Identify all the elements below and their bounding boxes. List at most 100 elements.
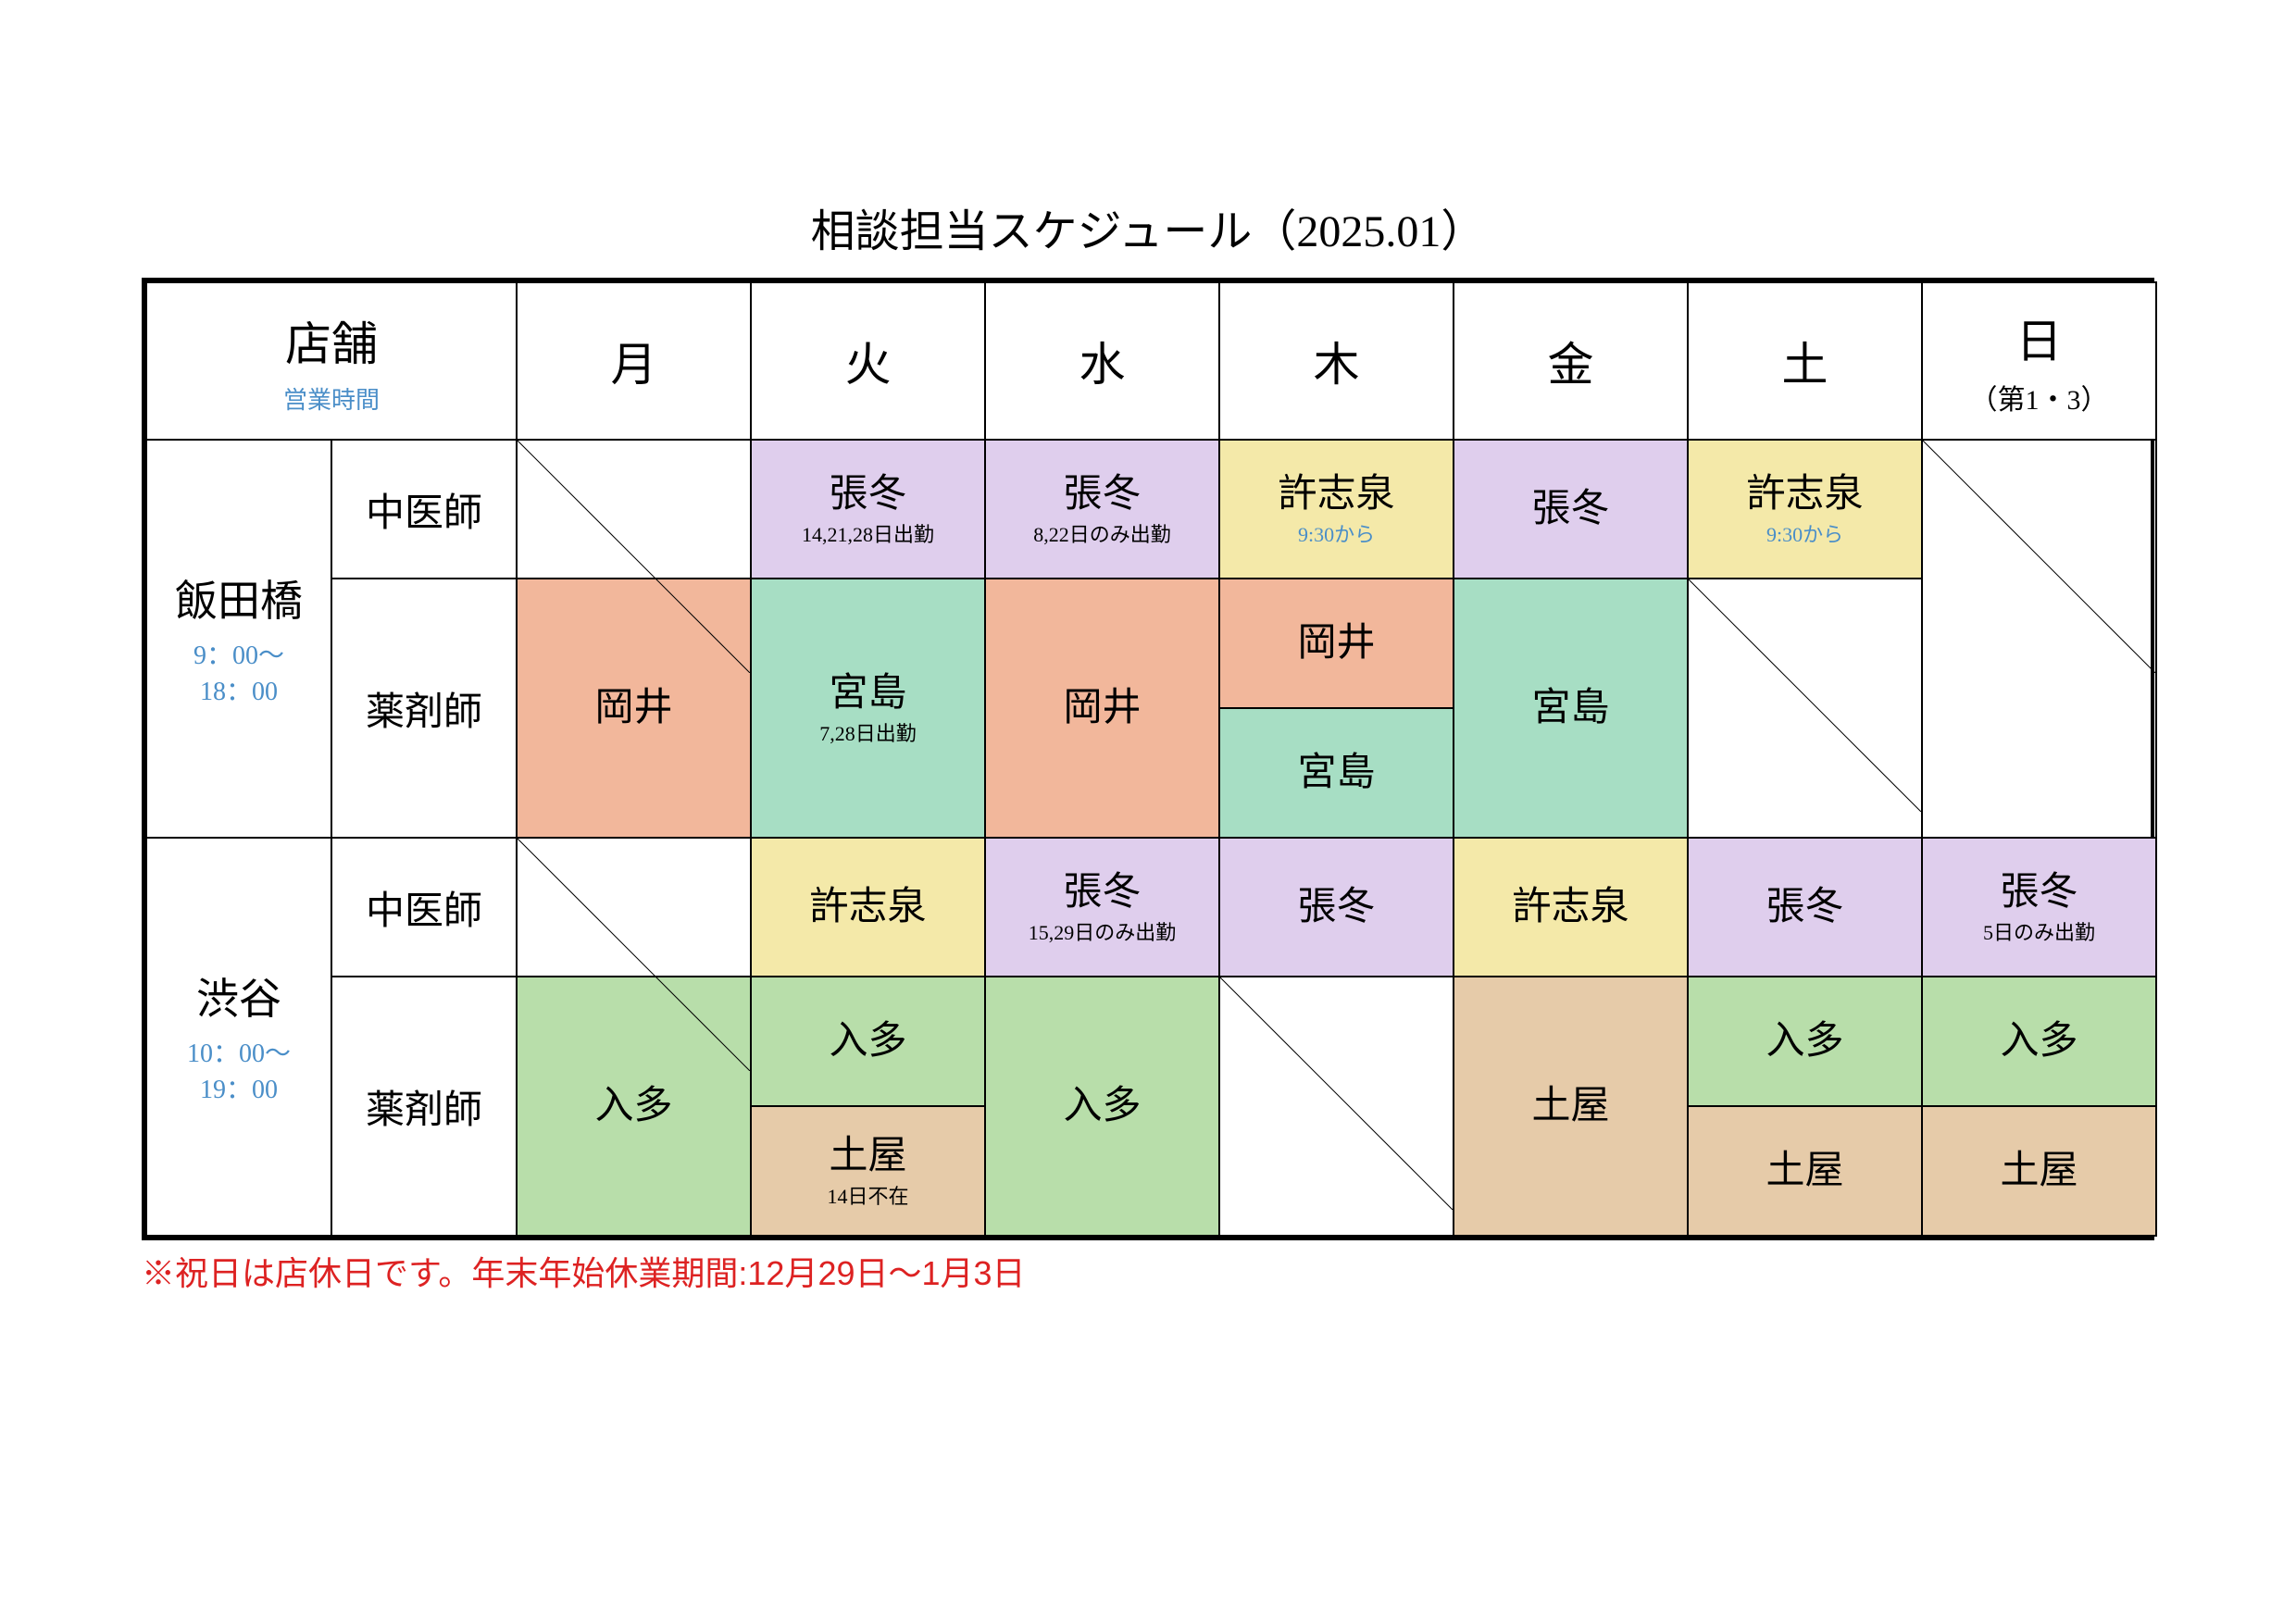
staff-name: 宮島 bbox=[830, 670, 907, 716]
staff-name: 岡井 bbox=[1064, 685, 1142, 731]
footnote: ※祝日は店休日です。年末年始休業期間:12月29日～1月3日 bbox=[142, 1247, 1026, 1295]
cell-iida-ph-mon: 岡井 bbox=[517, 579, 751, 838]
staff-note: 15,29日のみ出勤 bbox=[1029, 921, 1177, 945]
day-label: 月 bbox=[518, 328, 750, 394]
cell-shib-ph-mon: 入多 bbox=[517, 977, 751, 1236]
staff-note: 5日のみ出勤 bbox=[1983, 921, 2095, 945]
role-doctor: 中医師 bbox=[331, 440, 517, 579]
staff-name: 入多 bbox=[1064, 1083, 1142, 1129]
iidabashi-doctor-row: 飯田橋 9：00～18：00 中医師 張冬14,21,28日出勤 張冬8,22日… bbox=[146, 440, 2156, 579]
staff-name: 土屋 bbox=[1532, 1083, 1610, 1129]
staff-name: 宮島 bbox=[1298, 750, 1376, 796]
cell-shib-ph-sun-top: 入多 bbox=[1922, 977, 2156, 1106]
staff-name: 張冬 bbox=[1766, 884, 1844, 930]
day-label: 木 bbox=[1220, 328, 1453, 394]
cell-iida-ph-thu-bot: 宮島 bbox=[1219, 708, 1454, 838]
header-day-mon: 月 bbox=[517, 282, 751, 440]
staff-name: 入多 bbox=[595, 1083, 673, 1129]
store-name: 飯田橋 bbox=[175, 567, 303, 629]
role-doctor: 中医師 bbox=[331, 838, 517, 977]
cell-iida-ph-thu-top: 岡井 bbox=[1219, 579, 1454, 708]
cell-shib-ph-fri: 土屋 bbox=[1454, 977, 1688, 1236]
cell-shib-doc-mon bbox=[517, 838, 751, 977]
staff-name: 張冬 bbox=[1064, 471, 1142, 517]
staff-name: 入多 bbox=[1766, 1018, 1844, 1064]
day-label: 日 bbox=[2016, 305, 2063, 371]
store-hours: 9：00～18：00 bbox=[193, 638, 284, 710]
header-day-thu: 木 bbox=[1219, 282, 1454, 440]
staff-note: 7,28日出勤 bbox=[819, 722, 917, 746]
day-label: 水 bbox=[986, 328, 1218, 394]
staff-name: 張冬 bbox=[1532, 486, 1610, 532]
staff-name: 張冬 bbox=[1064, 869, 1142, 915]
header-day-wed: 水 bbox=[985, 282, 1219, 440]
cell-shib-doc-fri: 許志泉 bbox=[1454, 838, 1688, 977]
cell-iida-doc-fri: 張冬 bbox=[1454, 440, 1688, 579]
cell-shib-doc-thu: 張冬 bbox=[1219, 838, 1454, 977]
staff-name: 張冬 bbox=[1298, 884, 1376, 930]
day-label: 火 bbox=[752, 328, 984, 394]
cell-iida-ph-fri: 宮島 bbox=[1454, 579, 1688, 838]
day-label: 金 bbox=[1454, 328, 1687, 394]
store-hours: 10：00～19：00 bbox=[187, 1036, 291, 1108]
iidabashi-pharm-row-a: 薬剤師 岡井 宮島7,28日出勤 岡井 岡井 宮島 bbox=[146, 579, 2156, 708]
header-store-sub: 営業時間 bbox=[283, 381, 380, 416]
header-day-tue: 火 bbox=[751, 282, 985, 440]
cell-shib-ph-wed: 入多 bbox=[985, 977, 1219, 1236]
staff-name: 岡井 bbox=[1298, 620, 1376, 666]
role-pharm: 薬剤師 bbox=[331, 579, 517, 838]
cell-iida-doc-wed: 張冬 8,22日のみ出勤 bbox=[985, 440, 1219, 579]
staff-name: 張冬 bbox=[830, 471, 907, 517]
header-day-sat: 土 bbox=[1688, 282, 1922, 440]
cell-iida-doc-sat: 許志泉 9:30から bbox=[1688, 440, 1922, 579]
cell-shib-ph-sat-bot: 土屋 bbox=[1688, 1106, 1922, 1236]
store-iidabashi: 飯田橋 9：00～18：00 bbox=[146, 440, 331, 838]
shibuya-pharm-row-a: 薬剤師 入多 入多 入多 土屋 入多 入多 bbox=[146, 977, 2156, 1106]
schedule-table: 店舗 営業時間 月 火 水 木 金 土 日 （第1・3） bbox=[142, 278, 2154, 1240]
cell-shib-ph-tue-top: 入多 bbox=[751, 977, 985, 1106]
header-day-sun: 日 （第1・3） bbox=[1922, 282, 2156, 440]
staff-note: 14,21,28日出勤 bbox=[802, 523, 934, 547]
cell-iida-doc-tue: 張冬 14,21,28日出勤 bbox=[751, 440, 985, 579]
cell-shib-doc-tue: 許志泉 bbox=[751, 838, 985, 977]
store-name: 渋谷 bbox=[196, 965, 281, 1027]
cell-shib-doc-sat: 張冬 bbox=[1688, 838, 1922, 977]
cell-shib-ph-thu bbox=[1219, 977, 1454, 1236]
staff-note: 9:30から bbox=[1298, 523, 1375, 547]
cell-iida-doc-mon bbox=[517, 440, 751, 579]
cell-iida-sun bbox=[1922, 440, 2156, 838]
staff-name: 土屋 bbox=[1766, 1148, 1844, 1194]
shibuya-doctor-row: 渋谷 10：00～19：00 中医師 許志泉 張冬15,29日のみ出勤 張冬 許… bbox=[146, 838, 2156, 977]
cell-iida-ph-sat bbox=[1688, 579, 1922, 838]
cell-shib-ph-sun-bot: 土屋 bbox=[1922, 1106, 2156, 1236]
staff-name: 許志泉 bbox=[1747, 471, 1864, 517]
cell-shib-ph-sat-top: 入多 bbox=[1688, 977, 1922, 1106]
staff-name: 許志泉 bbox=[1513, 884, 1629, 930]
cell-iida-ph-wed: 岡井 bbox=[985, 579, 1219, 838]
staff-note: 14日不在 bbox=[828, 1185, 909, 1209]
cell-shib-ph-tue-bot: 土屋 14日不在 bbox=[751, 1106, 985, 1236]
store-shibuya: 渋谷 10：00～19：00 bbox=[146, 838, 331, 1236]
role-pharm: 薬剤師 bbox=[331, 977, 517, 1236]
cell-shib-doc-wed: 張冬 15,29日のみ出勤 bbox=[985, 838, 1219, 977]
header-store: 店舗 営業時間 bbox=[146, 282, 517, 440]
staff-name: 張冬 bbox=[2001, 869, 2078, 915]
staff-note: 8,22日のみ出勤 bbox=[1033, 523, 1171, 547]
cell-iida-doc-thu: 許志泉 9:30から bbox=[1219, 440, 1454, 579]
staff-name: 入多 bbox=[2001, 1018, 2078, 1064]
day-label: 土 bbox=[1689, 328, 1921, 394]
staff-name: 許志泉 bbox=[1279, 471, 1395, 517]
staff-name: 岡井 bbox=[595, 685, 673, 731]
page-title: 相談担当スケジュール（2025.01） bbox=[0, 194, 2296, 259]
header-row: 店舗 営業時間 月 火 水 木 金 土 日 （第1・3） bbox=[146, 282, 2156, 440]
staff-name: 土屋 bbox=[830, 1133, 907, 1179]
cell-shib-doc-sun: 張冬 5日のみ出勤 bbox=[1922, 838, 2156, 977]
staff-name: 宮島 bbox=[1532, 685, 1610, 731]
staff-name: 土屋 bbox=[2001, 1148, 2078, 1194]
staff-note: 9:30から bbox=[1766, 523, 1843, 547]
header-store-label: 店舗 bbox=[285, 307, 378, 374]
staff-name: 入多 bbox=[830, 1018, 907, 1064]
cell-iida-ph-tue: 宮島 7,28日出勤 bbox=[751, 579, 985, 838]
day-sub: （第1・3） bbox=[1970, 377, 2109, 417]
staff-name: 許志泉 bbox=[810, 884, 927, 930]
